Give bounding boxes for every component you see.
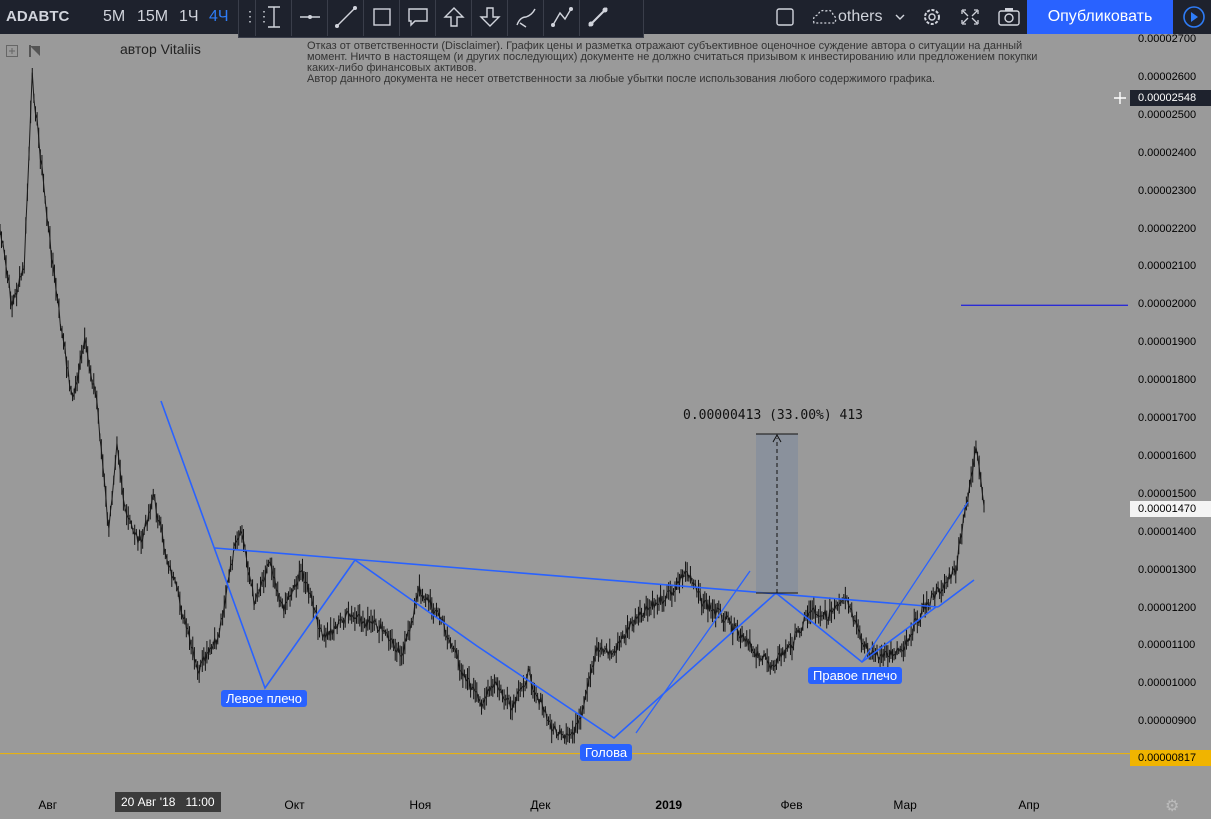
collapse-icon[interactable] xyxy=(6,44,18,62)
current-price-badge: 0.00001470 xyxy=(1130,501,1211,517)
brush-icon[interactable] xyxy=(507,0,543,36)
interval-4h[interactable]: 4Ч xyxy=(209,8,229,25)
price-tick-label: 0.00001500 xyxy=(1138,487,1197,500)
disclaimer-line: каких-либо финансовых активов. xyxy=(307,62,477,74)
measure-arrow-head xyxy=(772,433,782,443)
price-tick-label: 0.00001000 xyxy=(1138,677,1197,690)
price-tick-label: 0.00001900 xyxy=(1138,336,1197,349)
gear-icon[interactable] xyxy=(920,0,944,34)
price-tick-label: 0.00001100 xyxy=(1138,639,1196,652)
drag-handle-icon[interactable]: ⋮⋮ xyxy=(243,8,271,24)
head-shoulders-pattern xyxy=(160,400,937,740)
crosshair-time: 11:00 xyxy=(185,795,215,809)
price-tick-label: 0.00002200 xyxy=(1138,222,1197,235)
chevron-down-icon[interactable] xyxy=(893,0,907,34)
horizontal-line-icon[interactable] xyxy=(291,0,327,36)
axis-settings-icon[interactable]: ⚙ xyxy=(1165,798,1180,815)
price-tick-label: 0.00002100 xyxy=(1138,260,1197,273)
price-tick-label: 0.00002500 xyxy=(1138,108,1197,121)
arrow-up-icon[interactable] xyxy=(435,0,471,36)
price-tick-label: 0.00002400 xyxy=(1138,146,1197,159)
time-tick-label: Дек xyxy=(530,798,551,812)
play-icon[interactable] xyxy=(1180,0,1208,34)
price-tick-label: 0.00002600 xyxy=(1138,70,1197,83)
crosshair-icon xyxy=(1114,92,1126,104)
compare-icon[interactable] xyxy=(775,0,797,34)
price-tick-label: 0.00001600 xyxy=(1138,449,1197,462)
head-label[interactable]: Голова xyxy=(580,744,633,761)
disclaimer-line: Отказ от ответственности (Disclaimer). Г… xyxy=(307,40,1023,52)
ray-icon[interactable] xyxy=(579,0,615,36)
camera-icon[interactable] xyxy=(996,0,1022,34)
price-tick-label: 0.00002000 xyxy=(1138,298,1197,311)
neckline-breakout xyxy=(937,579,975,608)
measure-label: 0.00000413 (33.00%) 413 xyxy=(683,408,864,423)
disclaimer-text: Отказ от ответственности (Disclaimer). Г… xyxy=(307,41,1127,85)
disclaimer-line: момент. Ничто в настоящем (и других посл… xyxy=(307,51,1038,63)
price-tick-label: 0.00000900 xyxy=(1138,715,1197,728)
cloud-icon[interactable] xyxy=(810,0,838,34)
disclaimer-line: Автор данного документа не несет ответст… xyxy=(307,73,936,85)
price-axis[interactable]: 0.00002700 0.00002600 0.00002500 0.00002400… xyxy=(1130,33,1211,784)
compare-label[interactable]: others xyxy=(838,8,883,25)
chart-area[interactable] xyxy=(0,34,1130,784)
trend-line-right xyxy=(861,501,969,663)
price-tick-label: 0.00001200 xyxy=(1138,601,1197,614)
neckline xyxy=(214,547,939,608)
time-tick-label: Фев xyxy=(780,798,803,812)
trend-line-icon[interactable] xyxy=(327,0,363,36)
symbol-button[interactable]: ADABTC xyxy=(6,8,70,25)
time-tick-label: Авг xyxy=(38,798,58,812)
low-price-badge: 0.00000817 xyxy=(1130,750,1211,766)
path-icon[interactable] xyxy=(543,0,579,36)
callout-icon[interactable] xyxy=(399,0,435,36)
time-tick-label: Апр xyxy=(1018,798,1040,812)
price-tick-label: 0.00002700 xyxy=(1138,33,1197,45)
trend-line-left xyxy=(635,570,751,734)
time-axis[interactable]: Авг Окт Ноя Дек 2019 Фев Мар Апр xyxy=(0,784,1211,819)
price-tick-label: 0.00001700 xyxy=(1138,412,1197,424)
rectangle-icon[interactable] xyxy=(363,0,399,36)
time-tick-label: 2019 xyxy=(655,798,683,812)
interval-1h[interactable]: 1Ч xyxy=(179,8,199,25)
time-tick-label: Мар xyxy=(893,798,917,812)
vertical-line-icon[interactable] xyxy=(255,0,291,36)
flag-icon[interactable] xyxy=(29,44,41,62)
price-tick-label: 0.00001300 xyxy=(1138,563,1197,576)
arrow-down-icon[interactable] xyxy=(471,0,507,36)
price-tick-label: 0.00001800 xyxy=(1138,374,1197,387)
time-tick-label: Ноя xyxy=(409,798,432,812)
drawing-toolbar: ⋮⋮ xyxy=(238,0,644,38)
time-tick-label: Окт xyxy=(284,798,305,812)
crosshair-price-badge: 0.00002548 xyxy=(1130,90,1211,106)
price-tick-label: 0.00001400 xyxy=(1138,525,1197,538)
crosshair-date: 20 Авг '18 xyxy=(121,795,176,809)
crosshair-date-badge: 20 Авг '18 11:00 xyxy=(115,792,221,812)
right-shoulder-label[interactable]: Правое плечо xyxy=(808,667,903,684)
left-shoulder-label[interactable]: Левое плечо xyxy=(221,690,308,707)
publish-button[interactable]: Опубликовать xyxy=(1027,0,1173,34)
author-label: автор Vitaliis xyxy=(120,41,201,57)
interval-5m[interactable]: 5М xyxy=(103,8,126,25)
price-tick-label: 0.00002300 xyxy=(1138,184,1197,197)
interval-15m[interactable]: 15М xyxy=(137,8,169,25)
price-series-line xyxy=(0,72,985,741)
fullscreen-icon[interactable] xyxy=(958,0,982,34)
price-chart[interactable] xyxy=(0,34,1130,784)
